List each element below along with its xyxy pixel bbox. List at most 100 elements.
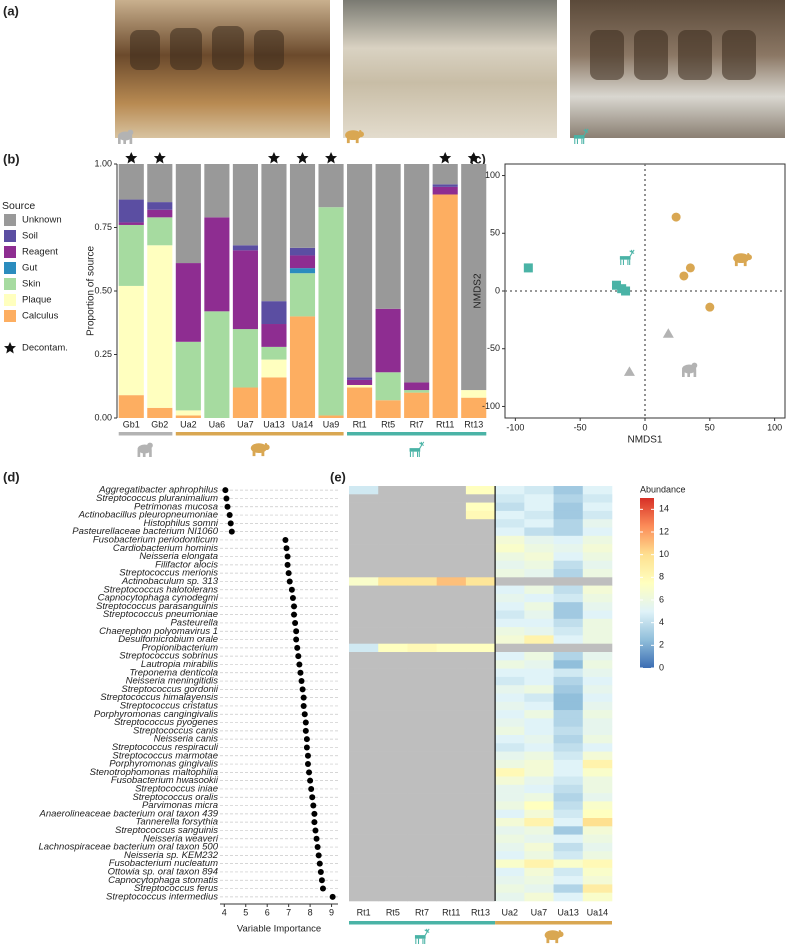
heat-cell	[582, 486, 613, 495]
bar-segment	[289, 255, 316, 269]
heat-cell	[582, 751, 613, 761]
bar-segment	[118, 285, 144, 396]
bar-segment	[118, 224, 144, 286]
heat-cell	[378, 842, 408, 852]
heat-cell	[495, 685, 525, 694]
group-icon	[414, 928, 430, 944]
bar-segment	[432, 194, 458, 418]
bar-segment	[347, 164, 373, 378]
heat-cell	[553, 834, 584, 844]
heat-cell	[582, 585, 613, 595]
heat-cell	[436, 502, 467, 512]
species-label: Streptococcus pyogenes	[114, 717, 218, 728]
x-tick-label: Rt1	[353, 419, 367, 429]
heat-cell	[436, 859, 467, 869]
species-label: Streptococcus respiraculi	[112, 742, 219, 753]
heat-cell	[378, 818, 408, 827]
heat-cell	[524, 735, 554, 744]
heat-cell	[553, 851, 584, 860]
heat-cell	[495, 784, 525, 794]
dot	[309, 794, 316, 801]
heat-cell	[495, 635, 525, 644]
dot	[285, 570, 292, 577]
heat-cell	[378, 809, 408, 819]
heat-cell	[465, 610, 496, 620]
heat-cell	[465, 668, 496, 678]
heat-cell	[582, 593, 613, 603]
heat-cell	[553, 610, 584, 620]
heat-cell	[436, 643, 467, 653]
species-label: Streptococcus marmotae	[112, 750, 218, 761]
heat-cell	[553, 577, 584, 586]
heat-cell	[495, 776, 525, 786]
x-tick-label: Rt11	[442, 907, 460, 917]
heat-cell	[378, 884, 408, 893]
heat-cell	[436, 610, 467, 620]
heat-cell	[582, 610, 613, 620]
heat-cell	[349, 693, 379, 703]
heat-cell	[553, 510, 584, 520]
heat-cell	[465, 593, 496, 603]
heat-cell	[349, 544, 379, 553]
heat-cell	[553, 593, 584, 603]
heat-cell	[378, 585, 408, 595]
heat-cell	[349, 502, 379, 512]
heat-cell	[553, 519, 584, 528]
heat-cell	[349, 602, 379, 611]
heat-cell	[465, 652, 496, 661]
species-label: Streptococcus ferus	[134, 883, 218, 894]
bar-segment	[318, 415, 344, 418]
heat-cell	[349, 892, 379, 902]
heat-cell	[378, 892, 408, 902]
heat-cell	[436, 593, 467, 603]
y-axis-label: NMDS2	[473, 273, 484, 308]
heat-cell	[407, 718, 437, 727]
heat-cell	[436, 710, 467, 719]
dot	[314, 844, 321, 851]
bar-segment	[232, 329, 258, 388]
legend-label: Reagent	[22, 247, 58, 258]
heat-cell	[407, 502, 437, 512]
heat-cell	[524, 793, 554, 802]
bar-segment	[289, 164, 316, 248]
heat-cell	[407, 618, 437, 628]
heat-cell	[378, 519, 408, 528]
species-label: Parvimonas micra	[142, 800, 218, 811]
heat-cell	[436, 701, 467, 711]
dot	[291, 611, 298, 618]
heat-cell	[349, 784, 379, 794]
heat-cell	[349, 851, 379, 860]
group-icon	[137, 442, 153, 457]
heat-cell	[436, 510, 467, 520]
heat-cell	[407, 759, 437, 769]
dot	[284, 561, 291, 568]
heat-cell	[349, 826, 379, 835]
heat-cell	[524, 685, 554, 694]
heat-cell	[349, 759, 379, 769]
dot	[300, 702, 307, 709]
heat-cell	[553, 701, 584, 711]
heat-cell	[553, 685, 584, 694]
heat-cell	[407, 535, 437, 545]
heat-cell	[349, 618, 379, 628]
heat-cell	[495, 544, 525, 553]
heat-cell	[436, 519, 467, 528]
heat-cell	[495, 851, 525, 860]
heat-cell	[349, 560, 379, 570]
heat-cell	[582, 859, 613, 869]
heat-cell	[582, 552, 613, 561]
heat-cell	[436, 759, 467, 769]
heat-cell	[378, 751, 408, 761]
heat-cell	[378, 643, 408, 653]
heat-cell	[378, 668, 408, 678]
heat-cell	[465, 577, 496, 586]
bar-segment	[347, 384, 373, 388]
x-tick-label: Ua9	[323, 419, 340, 429]
heat-cell	[582, 710, 613, 719]
teeth	[130, 26, 756, 80]
heat-cell	[465, 834, 496, 844]
group-icon	[408, 441, 425, 457]
heat-cell	[378, 826, 408, 835]
colorbar	[640, 498, 654, 668]
bear-icon	[345, 129, 364, 144]
